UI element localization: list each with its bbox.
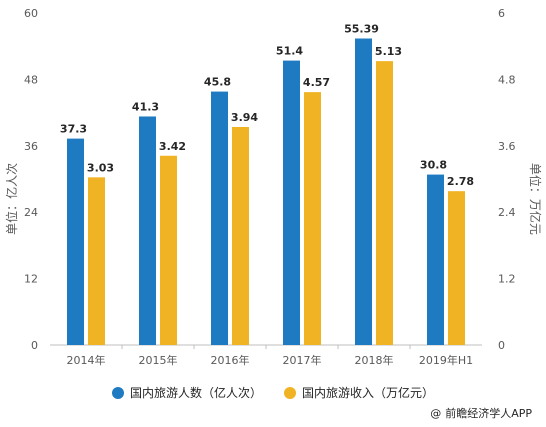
x-tick-label: 2017年 [283, 353, 322, 367]
data-label: 3.03 [87, 161, 114, 174]
x-tick-label: 2018年 [355, 353, 394, 367]
legend: 国内旅游人数（亿人次） 国内旅游收入（万亿元） [112, 385, 434, 400]
bar-visitors [67, 138, 84, 345]
y-tick-label-right: 3.6 [498, 140, 516, 153]
bar-revenue [304, 92, 321, 345]
bar-revenue [160, 155, 177, 345]
y-axis-label-right: 单位：万亿元 [528, 163, 543, 235]
bar-visitors [355, 38, 372, 345]
y-tick-label-left: 12 [24, 273, 38, 286]
data-label: 4.57 [303, 76, 330, 89]
data-label: 51.4 [276, 45, 303, 58]
x-tick-label: 2015年 [139, 353, 178, 367]
bar-revenue [88, 177, 105, 345]
source-prefix: @ [430, 407, 442, 420]
data-label: 2.78 [447, 175, 474, 188]
data-label: 45.8 [204, 76, 231, 89]
y-tick-label-left: 0 [31, 339, 38, 352]
bar-revenue [232, 126, 249, 345]
bars [67, 38, 465, 346]
y-tick-label-left: 36 [24, 140, 38, 153]
y-tick-label-left: 60 [24, 7, 38, 20]
bar-revenue [376, 61, 393, 345]
data-label: 37.3 [60, 123, 87, 136]
data-label: 3.94 [231, 111, 258, 124]
bar-visitors [427, 174, 444, 345]
data-label: 5.13 [375, 45, 402, 58]
y-tick-label-right: 0 [498, 339, 505, 352]
axes: 0 12 24 36 48 60 0 1.2 2.4 3.6 4.8 6 单位：亿人次 单位：万亿元 201… [4, 7, 543, 367]
legend-label: 国内旅游人数（亿人次） [130, 385, 262, 400]
y-axis-label-left: 单位：亿人次 [4, 163, 19, 235]
bar-revenue [448, 191, 465, 345]
data-labels: 37.3 41.3 45.8 51.4 55.39 30.8 3.03 3.42 3.94 4.5… [60, 23, 474, 189]
y-tick-label-right: 1.2 [498, 273, 516, 286]
bar-visitors [211, 91, 228, 345]
y-tick-label-right: 2.4 [498, 206, 516, 219]
legend-marker [112, 387, 124, 399]
data-label: 3.42 [159, 140, 186, 153]
data-label: 41.3 [132, 100, 159, 113]
y-tick-label-right: 4.8 [498, 73, 516, 86]
y-tick-label-right: 6 [498, 7, 505, 20]
bar-visitors [139, 116, 156, 346]
source-credit: @ 前瞻经济学人APP [430, 405, 532, 421]
y-tick-label-left: 48 [24, 73, 38, 86]
bar-visitors [283, 60, 300, 345]
x-tick-label: 2019年H1 [419, 353, 473, 367]
data-label: 55.39 [344, 23, 379, 36]
legend-label: 国内旅游收入（万亿元） [302, 385, 434, 400]
x-tick-label: 2014年 [67, 353, 106, 367]
y-tick-label-left: 24 [24, 206, 38, 219]
x-tick-label: 2016年 [211, 353, 250, 367]
legend-marker [284, 387, 296, 399]
source-text: 前瞻经济学人APP [445, 407, 532, 420]
data-label: 30.8 [420, 159, 447, 172]
